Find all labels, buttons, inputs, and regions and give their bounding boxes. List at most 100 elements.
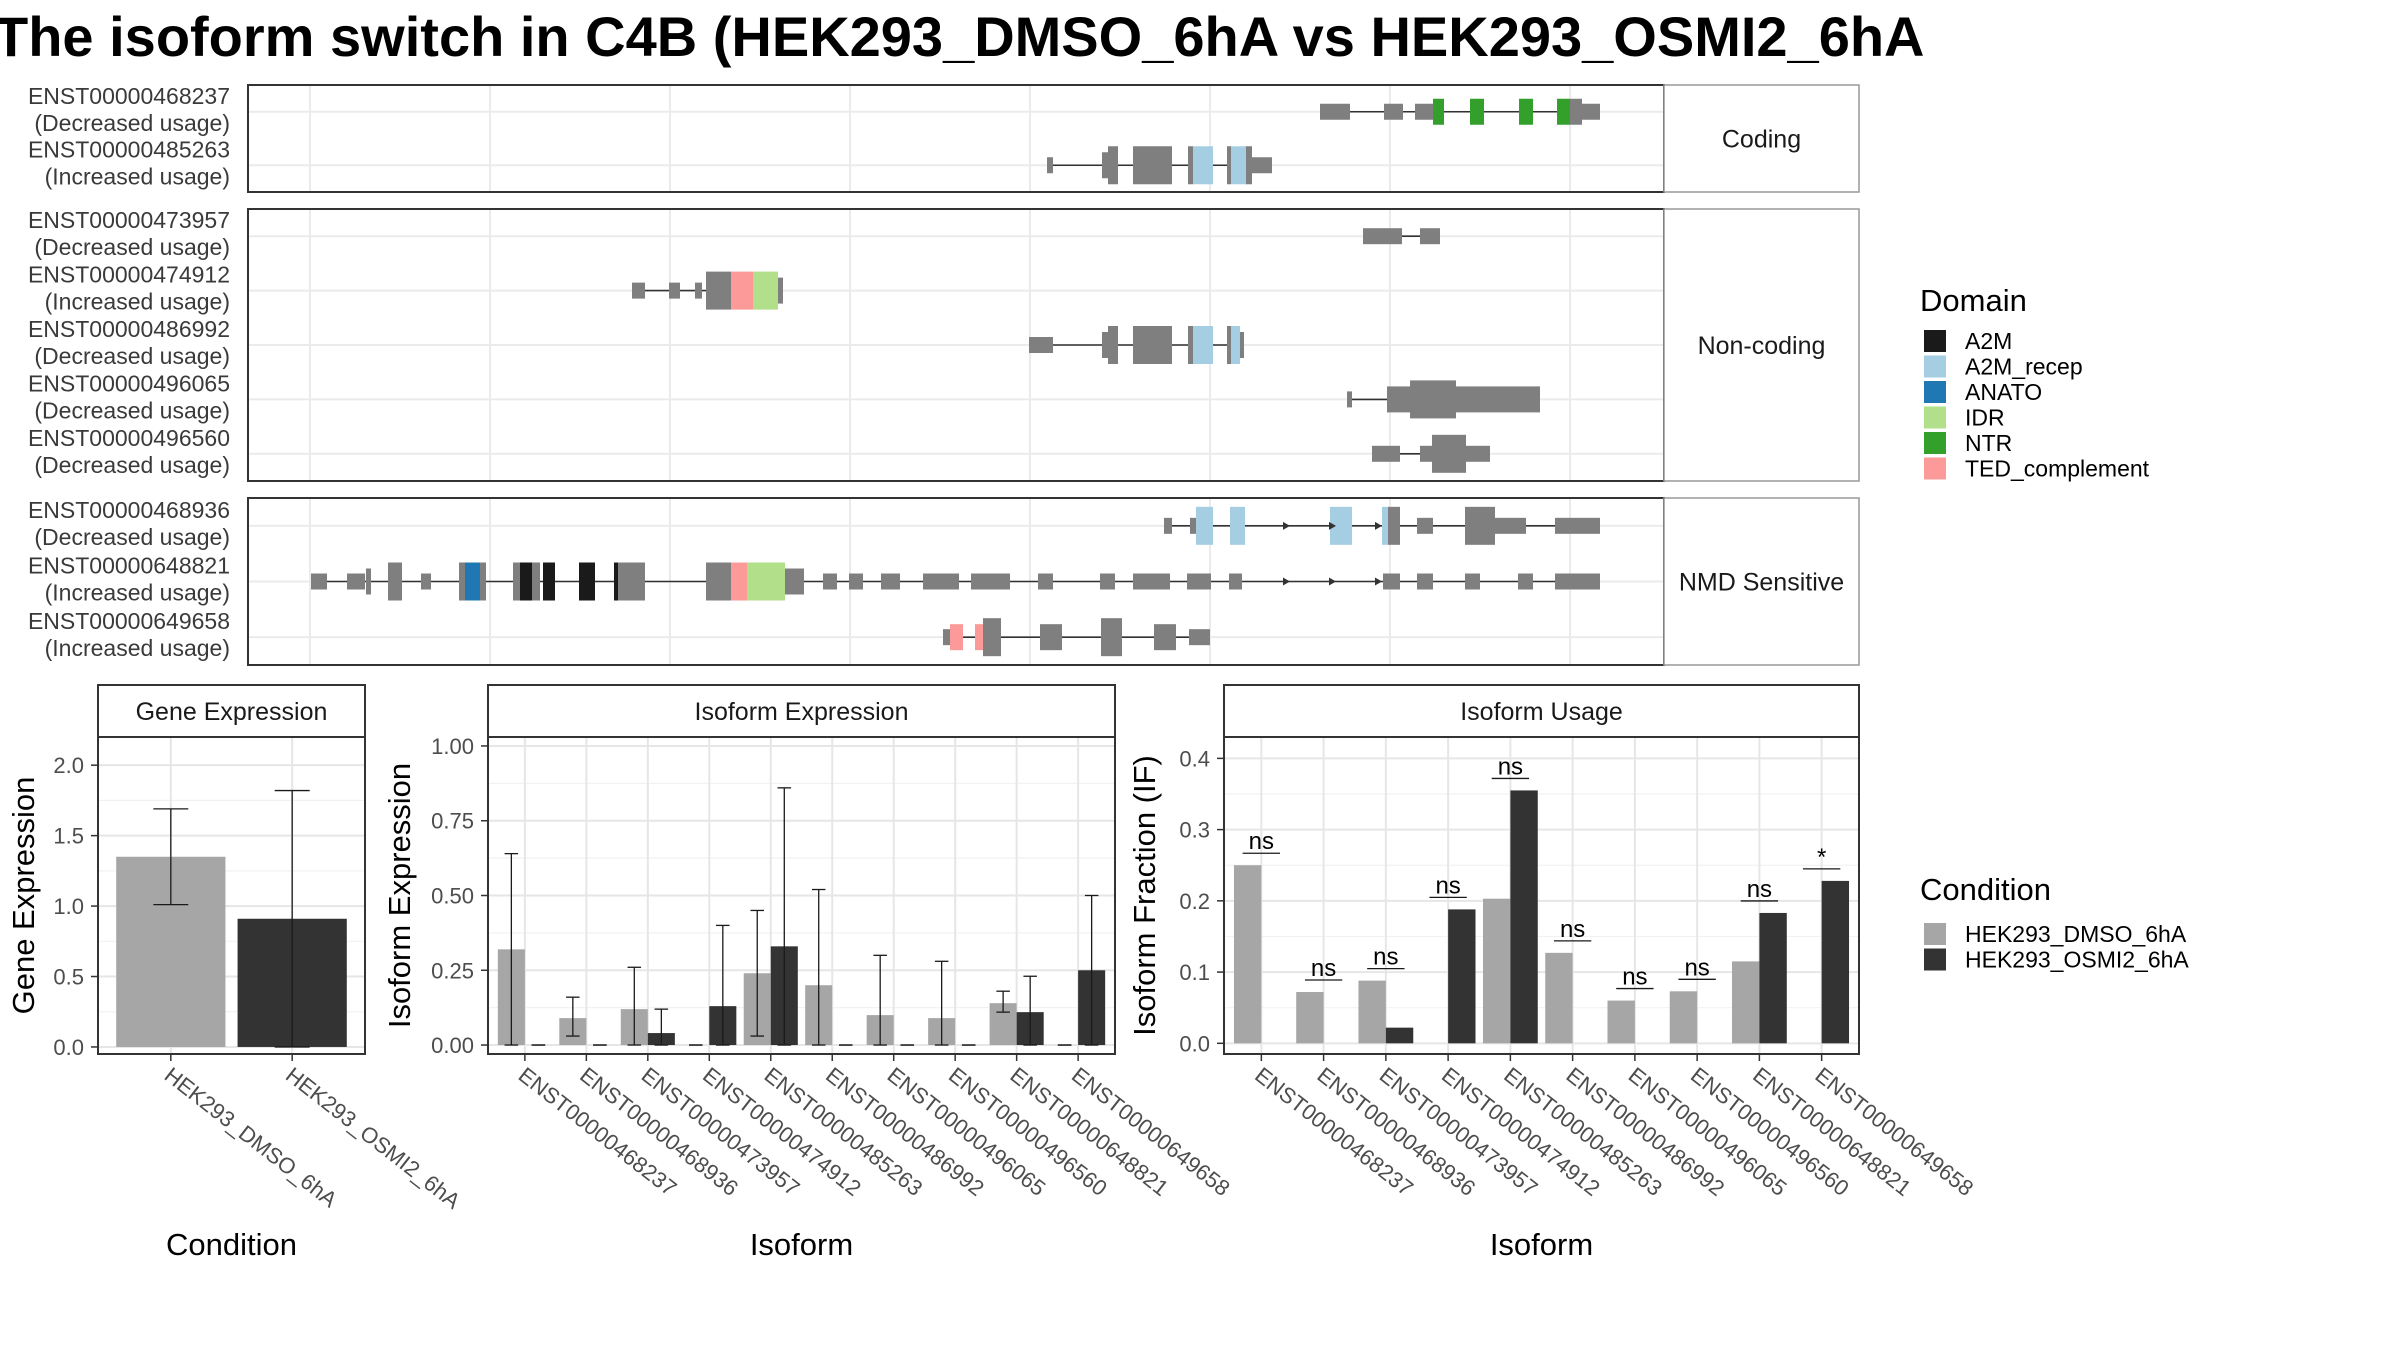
significance-label: ns xyxy=(1747,876,1772,903)
bar-osmi2 xyxy=(1448,909,1476,1044)
y-tick-label: 0.3 xyxy=(1179,818,1210,843)
isoform-label: ENST00000496065 xyxy=(28,370,230,396)
exon-block xyxy=(695,282,702,299)
exon-block xyxy=(1456,386,1540,413)
exon-block xyxy=(1410,380,1456,419)
exon-block xyxy=(1190,517,1196,534)
exon-block xyxy=(943,629,950,646)
domain-block-ted-complement xyxy=(950,624,963,651)
bar-dmso xyxy=(1358,980,1386,1044)
facet-strip-label: NMD Sensitive xyxy=(1679,569,1844,597)
significance-label: ns xyxy=(1311,955,1336,982)
exon-block xyxy=(823,573,837,590)
exon-block xyxy=(532,562,540,601)
domain-block-a2m xyxy=(543,562,555,601)
exon-block xyxy=(1415,103,1433,120)
domain-block-ntr xyxy=(1433,98,1444,125)
y-tick-label: 0.00 xyxy=(431,1033,474,1058)
isoform-label: ENST00000496560 xyxy=(28,425,230,451)
direction-arrowhead xyxy=(1283,521,1290,530)
structure-panel-1: ENST00000473957(Decreased usage)ENST0000… xyxy=(28,207,1860,482)
isoform-label: ENST00000486992 xyxy=(28,316,230,342)
y-tick-label: 0.75 xyxy=(431,809,474,834)
direction-arrowhead xyxy=(1329,521,1336,530)
domain-block-ted-complement xyxy=(975,624,983,651)
exon-block xyxy=(849,573,863,590)
exon-block xyxy=(1347,391,1352,408)
domain-block-a2m-recep xyxy=(1231,326,1240,364)
exon-block xyxy=(421,573,431,590)
isoform-label: ENST00000649658 xyxy=(28,608,230,634)
legend-label: HEK293_DMSO_6hA xyxy=(1965,921,2187,947)
domain-block-a2m-recep xyxy=(1193,326,1213,364)
bar-dmso xyxy=(1545,952,1573,1044)
legend-label: ANATO xyxy=(1965,379,2042,405)
exon-block xyxy=(669,282,680,299)
exon-block xyxy=(1432,434,1466,473)
legend-key-anato xyxy=(1924,381,1946,403)
exon-block xyxy=(347,573,365,590)
exon-block xyxy=(513,562,520,601)
significance-label: * xyxy=(1817,844,1826,871)
exon-block xyxy=(1465,573,1480,590)
facet-strip-label: Coding xyxy=(1722,126,1801,154)
exon-block xyxy=(1108,326,1118,364)
legend-key-condition-0 xyxy=(1924,923,1946,945)
legend-label: IDR xyxy=(1965,405,2005,431)
domain-block-a2m-recep xyxy=(1196,506,1213,545)
exon-block xyxy=(1320,103,1350,120)
exon-block xyxy=(1189,629,1210,646)
figure-legends: Domain Condition A2MA2M_recepANATOIDRNTR… xyxy=(1920,283,2189,973)
y-tick-label: 0.25 xyxy=(431,958,474,983)
exon-block xyxy=(1466,445,1490,462)
exon-block xyxy=(1383,573,1400,590)
facet-strip xyxy=(1663,497,1860,666)
exon-block xyxy=(1495,517,1526,534)
legend-label: A2M xyxy=(1965,328,2012,354)
exon-block xyxy=(1187,573,1211,590)
transcript-structure-plot: ENST00000468237(Decreased usage)ENST0000… xyxy=(28,83,1860,666)
chart-title-strip xyxy=(1223,684,1860,738)
y-tick-label: 0.1 xyxy=(1179,960,1210,985)
facet-strip-label: Non-coding xyxy=(1698,332,1826,360)
exon-block xyxy=(1384,103,1403,120)
exon-block xyxy=(1133,146,1172,185)
exon-block xyxy=(1240,332,1244,358)
exon-block xyxy=(1388,506,1400,545)
exon-block xyxy=(480,562,486,601)
structure-panel-0: ENST00000468237(Decreased usage)ENST0000… xyxy=(28,83,1860,193)
exon-block xyxy=(311,573,327,590)
exon-block xyxy=(1417,573,1433,590)
exon-block xyxy=(1570,98,1582,125)
isoform-usage-label: (Increased usage) xyxy=(45,580,230,606)
significance-label: ns xyxy=(1684,954,1709,981)
domain-block-a2m-recep xyxy=(1230,506,1245,545)
chart-title: Isoform Usage xyxy=(1460,698,1623,726)
exon-block xyxy=(1102,332,1108,358)
isoform-usage-label: (Increased usage) xyxy=(45,635,230,661)
domain-block-a2m xyxy=(520,562,532,601)
y-tick-label: 0.0 xyxy=(53,1035,84,1060)
exon-block xyxy=(785,568,804,595)
domain-block-anato xyxy=(465,562,480,601)
domain-block-a2m-recep xyxy=(1193,146,1213,185)
y-axis-title: Isoform Expression xyxy=(382,763,417,1028)
y-tick-label: 2.0 xyxy=(53,753,84,778)
isoform-usage-label: (Decreased usage) xyxy=(34,234,230,260)
legend-key-condition-1 xyxy=(1924,948,1946,971)
exon-block xyxy=(1420,228,1440,245)
exon-block xyxy=(632,282,645,299)
significance-label: ns xyxy=(1249,828,1274,855)
exon-block xyxy=(706,271,731,310)
y-tick-label: 0.4 xyxy=(1179,746,1210,771)
direction-arrowhead xyxy=(1375,521,1382,530)
condition-legend-title: Condition xyxy=(1920,872,2051,907)
exon-block xyxy=(1417,517,1433,534)
domain-legend-title: Domain xyxy=(1920,283,2027,318)
isoform-usage-label: (Decreased usage) xyxy=(34,110,230,136)
significance-label: ns xyxy=(1498,753,1523,780)
exon-block xyxy=(1555,573,1600,590)
domain-block-a2m xyxy=(614,562,618,601)
direction-arrowhead xyxy=(1375,577,1382,586)
